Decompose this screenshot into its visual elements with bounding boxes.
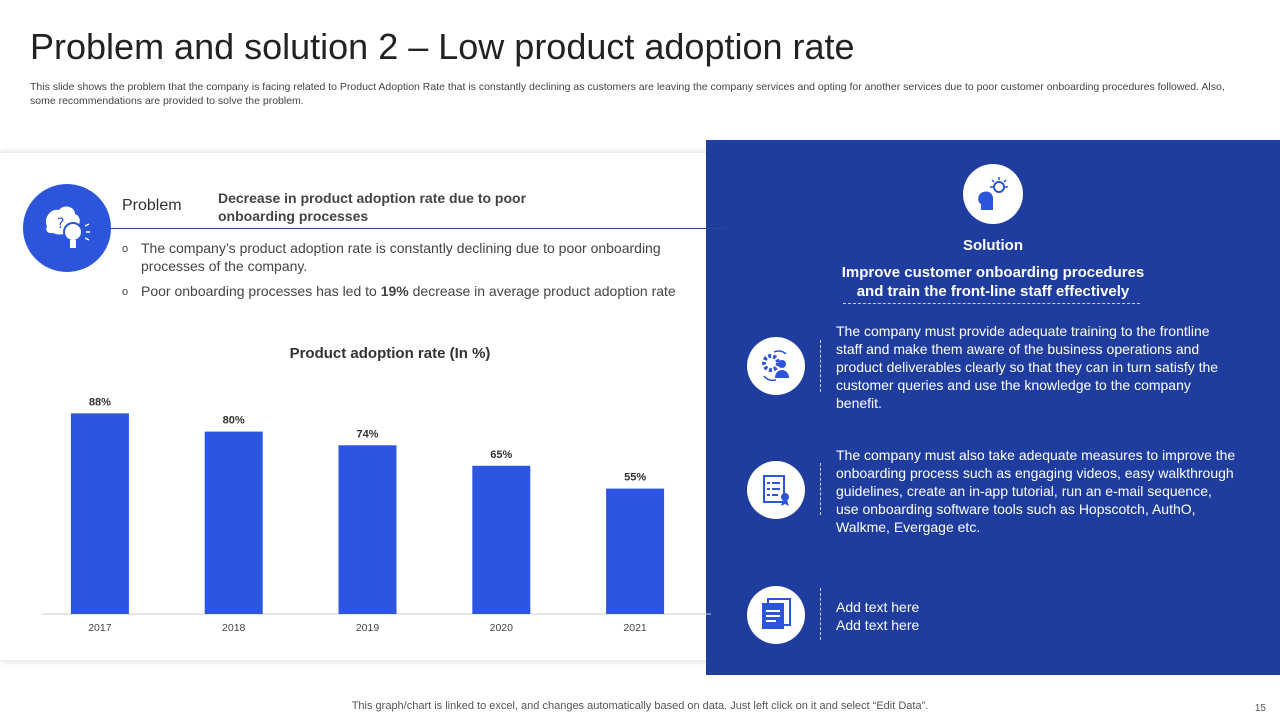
page-number: 15 <box>1254 703 1266 714</box>
document-icon <box>747 586 805 644</box>
problem-label: Problem <box>122 197 182 214</box>
x-tick-label: 2017 <box>88 622 112 634</box>
placeholder-text: Add text here <box>836 617 920 633</box>
bullet-text: decrease in average product adoption rat… <box>408 283 676 299</box>
bullet-text: Poor onboarding processes has led to <box>141 283 381 299</box>
divider <box>110 228 725 229</box>
bar-chart: 88% 2017 80% 2018 74% 2019 65% 2020 55% 2021 <box>42 396 711 634</box>
data-label: 88% <box>89 396 111 408</box>
placeholder-text: Add text here <box>836 599 920 615</box>
solution-label: Solution <box>963 237 1023 254</box>
solution-item-text: The company must also take adequate meas… <box>836 447 1236 535</box>
problem-heading: Decrease in product adoption rate due to… <box>218 190 527 224</box>
bar <box>70 413 129 614</box>
slide-subtitle: This slide shows the problem that the co… <box>30 81 1225 107</box>
checklist-icon <box>747 461 805 519</box>
svg-text:?: ? <box>57 216 64 232</box>
data-label: 55% <box>624 472 646 484</box>
bullet-item: The company’s product adoption rate is c… <box>122 239 722 275</box>
x-tick-label: 2020 <box>490 622 514 634</box>
data-label: 65% <box>490 449 512 461</box>
data-label: 80% <box>223 415 245 427</box>
bar <box>204 431 263 614</box>
head-lightbulb-icon <box>963 164 1023 224</box>
solution-panel <box>706 140 1280 675</box>
x-tick-label: 2018 <box>222 622 246 634</box>
bar <box>472 465 531 614</box>
dashed-separator <box>820 340 821 392</box>
dashed-divider <box>843 303 1140 304</box>
heading-line: Improve customer onboarding procedures <box>841 264 1145 281</box>
problem-bullets: The company’s product adoption rate is c… <box>122 239 722 307</box>
dashed-separator <box>820 463 821 515</box>
x-tick-label: 2021 <box>623 622 647 634</box>
solution-item-text: Add text here Add text here <box>836 598 1236 634</box>
bar <box>338 445 397 614</box>
slide-title: Problem and solution 2 – Low product ado… <box>30 26 855 67</box>
gear-user-icon <box>747 337 805 395</box>
bullet-highlight: 19% <box>380 283 409 299</box>
solution-heading: Improve customer onboarding procedures an… <box>706 263 1280 301</box>
bar <box>606 488 665 614</box>
heading-line: and train the front-line staff effective… <box>856 283 1130 300</box>
dashed-separator <box>820 588 821 640</box>
data-label: 74% <box>356 428 378 440</box>
brain-lightbulb-icon: ? <box>23 184 111 272</box>
x-tick-label: 2019 <box>356 622 380 634</box>
chart-title: Product adoption rate (In %) <box>289 345 491 362</box>
solution-item-text: The company must provide adequate traini… <box>836 323 1219 411</box>
bullet-item: Poor onboarding processes has led to 19%… <box>122 282 722 301</box>
footer-note: This graph/chart is linked to excel, and… <box>351 700 929 712</box>
